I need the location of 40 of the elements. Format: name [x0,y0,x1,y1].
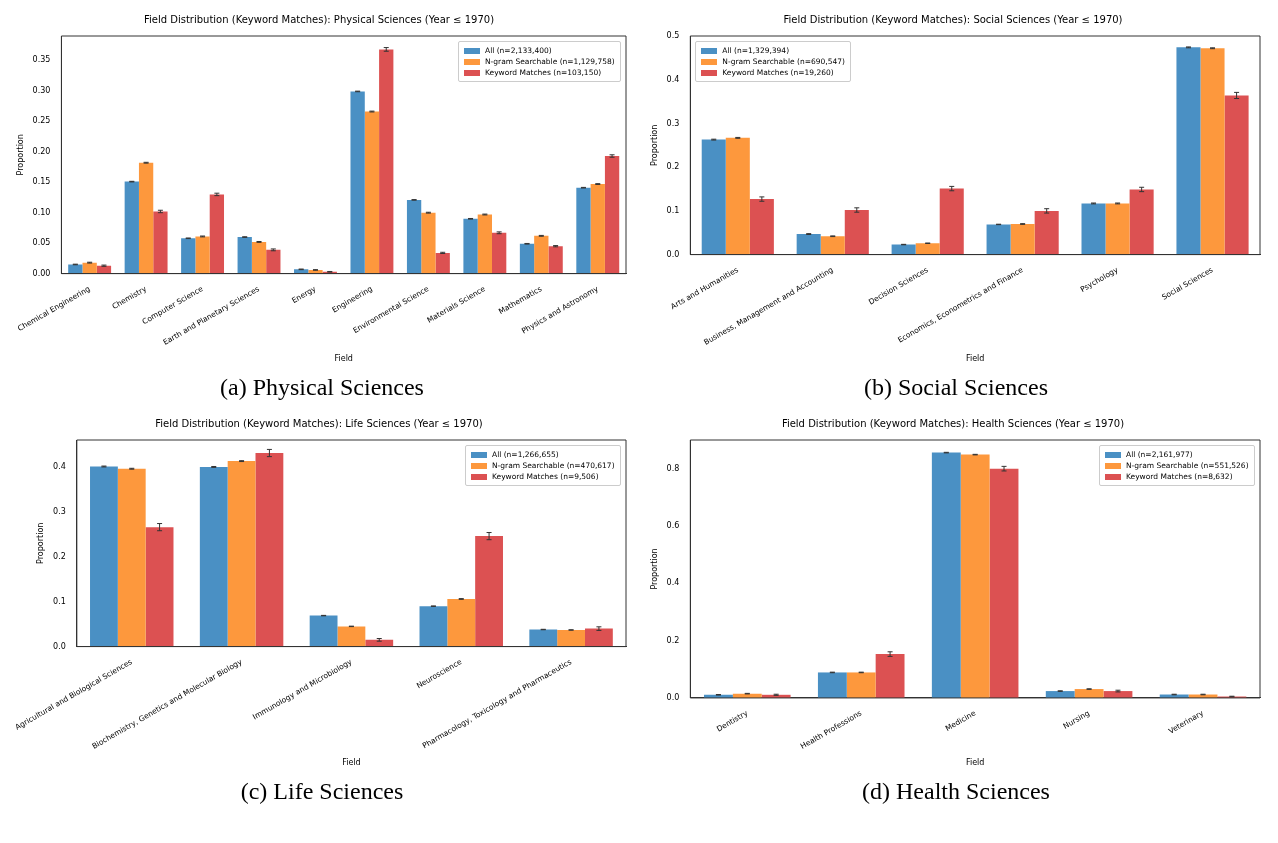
y-tick-label: 0.0 [666,249,680,259]
y-tick-label: 0.0 [666,693,680,703]
text: (c) Life Sciences [239,777,405,806]
y-tick-label: 0.8 [666,463,680,473]
y-tick-label: 0.0 [53,641,66,651]
y-tick-label: 0.2 [666,635,680,645]
y-tick-label: 0.1 [666,205,680,215]
y-tick-label: 0.4 [666,74,680,84]
x-axis-title: Field [965,354,985,364]
chart-title: Field Distribution (Keyword Matches): Social Sciences (Year ≤ 1970) [783,13,1123,25]
y-tick-label: 0.00 [32,268,51,278]
y-tick-label: 0.4 [53,462,66,472]
y-axis-title: Proportion [649,548,659,590]
y-tick-label: 0.3 [666,118,680,128]
y-axis-title: Proportion [36,522,46,564]
y-axis-title: Proportion [15,134,25,176]
y-tick-label: 0.30 [32,85,51,95]
y-tick-label: 0.2 [666,162,680,172]
y-tick-label: 0.4 [666,578,680,588]
x-axis-title: Field [334,354,353,364]
x-axis-title: Field [342,758,361,768]
chart-title: Field Distribution (Keyword Matches): Physical Sciences (Year ≤ 1970) [143,13,495,25]
chart-title: Field Distribution (Keyword Matches): Life Sciences (Year ≤ 1970) [155,417,483,429]
x-axis-title: Field [965,758,985,768]
y-tick-label: 0.20 [32,146,51,156]
y-tick-label: 0.5 [666,31,680,41]
y-tick-label: 0.35 [32,55,51,65]
text: (d) Health Sciences [861,777,1051,806]
y-tick-label: 0.1 [53,596,66,606]
y-tick-label: 0.25 [32,116,51,126]
y-tick-label: 0.6 [666,521,680,531]
chart-title: Field Distribution (Keyword Matches): Health Sciences (Year ≤ 1970) [781,417,1125,429]
y-tick-label: 0.05 [32,238,51,248]
y-tick-label: 0.3 [53,506,66,516]
y-tick-label: 0.2 [53,551,66,561]
text: (b) Social Sciences [863,373,1049,402]
text: (a) Physical Sciences [219,373,425,402]
y-axis-title: Proportion [649,124,659,166]
y-tick-label: 0.15 [32,177,51,187]
y-tick-label: 0.10 [32,207,51,217]
